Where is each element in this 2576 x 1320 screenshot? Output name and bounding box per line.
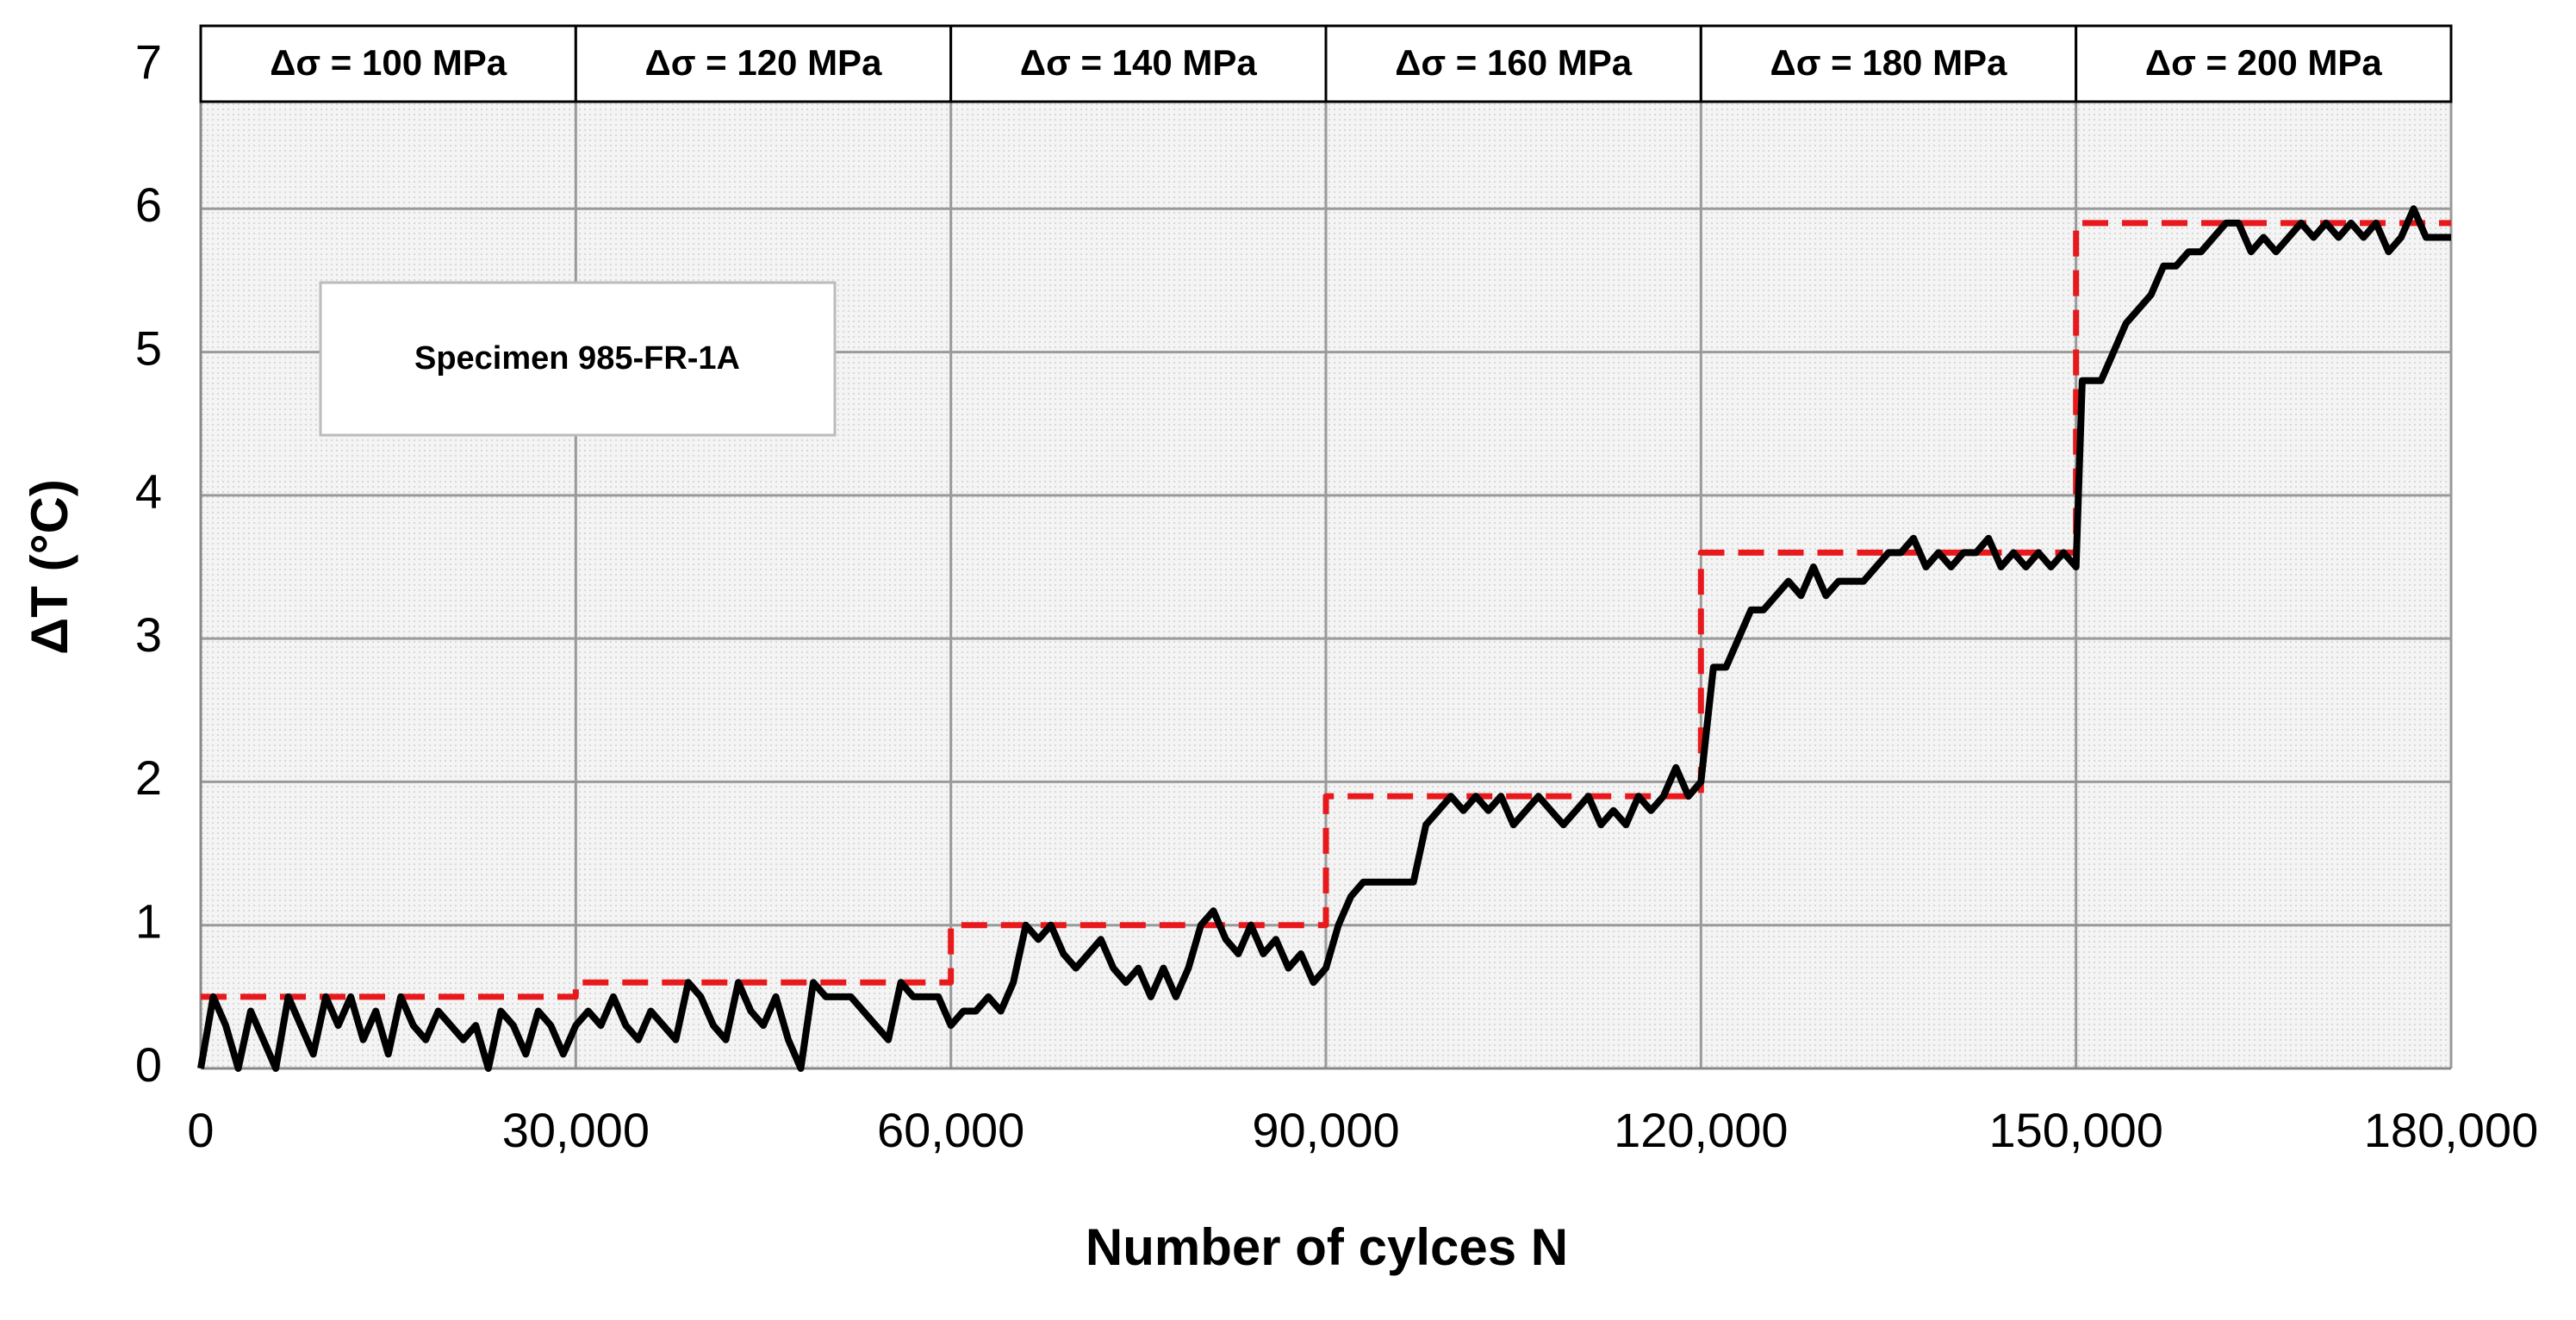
x-tick-label: 30,000: [502, 1103, 650, 1157]
y-tick-label: 7: [135, 34, 162, 89]
stress-level: Δσ = 100 MPa: [199, 24, 577, 103]
stress-label: Δσ = 100 MPa: [270, 42, 507, 83]
stress-level: Δσ = 120 MPa: [574, 24, 953, 103]
specimen-box: Specimen 985-FR-1A: [319, 281, 837, 437]
stress-label: Δσ = 200 MPa: [2145, 42, 2383, 83]
stress-level: Δσ = 140 MPa: [949, 24, 1328, 103]
y-tick-label: 0: [135, 1037, 162, 1092]
stress-label: Δσ = 180 MPa: [1770, 42, 2008, 83]
x-axis-title: Number of cylces N: [1086, 1218, 1568, 1276]
y-tick-label: 2: [135, 750, 162, 805]
data-line: [197, 205, 2451, 1072]
stress-box: [574, 24, 953, 103]
stress-level: Δσ = 200 MPa: [2075, 24, 2453, 103]
stress-label: Δσ = 120 MPa: [645, 42, 883, 83]
y-tick-label: 1: [135, 894, 162, 949]
y-tick-label: 6: [135, 177, 162, 232]
stress-label: Δσ = 140 MPa: [1020, 42, 1258, 83]
y-tick-label: 4: [135, 464, 162, 519]
y-tick-label: 3: [135, 607, 162, 662]
specimen-label: Specimen 985-FR-1A: [414, 340, 740, 377]
stress-label: Δσ = 160 MPa: [1395, 42, 1633, 83]
x-tick-label: 180,000: [2364, 1103, 2538, 1157]
x-tick-label: 120,000: [1614, 1103, 1788, 1157]
stress-box: [2075, 24, 2453, 103]
specimen-frame: [319, 281, 837, 437]
stress-box: [949, 24, 1328, 103]
stress-box: [199, 24, 577, 103]
stress-level: Δσ = 160 MPa: [1324, 24, 1702, 103]
x-tick-label: 90,000: [1252, 1103, 1399, 1157]
y-tick-label: 5: [135, 321, 162, 375]
x-tick-label: 0: [187, 1103, 214, 1157]
x-tick-label: 60,000: [877, 1103, 1024, 1157]
x-tick-label: 150,000: [1988, 1103, 2162, 1157]
y-axis-title: ΔT (°C): [21, 479, 78, 655]
stress-level: Δσ = 180 MPa: [1699, 24, 2078, 103]
